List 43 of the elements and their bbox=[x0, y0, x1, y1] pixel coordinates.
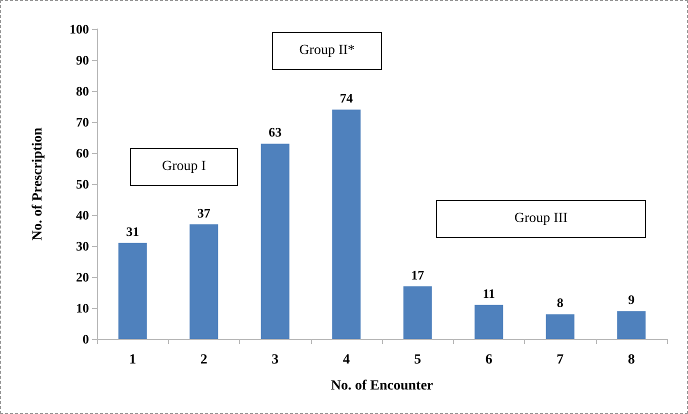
bar bbox=[546, 314, 574, 339]
x-tick-label: 7 bbox=[556, 352, 564, 368]
data-label: 37 bbox=[197, 205, 211, 220]
text-box: Group I bbox=[130, 148, 238, 186]
bar bbox=[403, 286, 432, 339]
annotation: Group I bbox=[162, 159, 206, 175]
y-tick-label: 90 bbox=[76, 52, 89, 68]
data-label: 31 bbox=[126, 224, 140, 239]
x-tick-label: 4 bbox=[342, 352, 350, 368]
bar bbox=[617, 311, 646, 339]
bar bbox=[474, 304, 504, 339]
data-label: 63 bbox=[268, 124, 282, 140]
x-tick-label: 6 bbox=[485, 352, 492, 368]
x-tick-label: 8 bbox=[628, 352, 635, 368]
y-tick-label: 20 bbox=[76, 270, 89, 284]
x-tick-label: 1 bbox=[129, 352, 136, 368]
x-tick-label: 3 bbox=[272, 352, 279, 368]
y-tick-label: 80 bbox=[76, 84, 89, 98]
y-axis-title: No. of Prescription bbox=[30, 127, 46, 240]
x-axis-title: No. of Encounter bbox=[330, 378, 434, 394]
bar bbox=[190, 224, 218, 339]
bar bbox=[118, 242, 147, 339]
y-tick-label: 30 bbox=[76, 238, 89, 254]
annotation: Group III bbox=[514, 211, 568, 227]
y-tick-label: 10 bbox=[76, 300, 89, 316]
data-label: 17 bbox=[411, 267, 425, 282]
text-box: Group II* bbox=[272, 32, 382, 70]
data-label: 74 bbox=[340, 90, 354, 106]
bar bbox=[260, 144, 290, 339]
data-label: 9 bbox=[628, 292, 636, 308]
x-tick-label: 5 bbox=[414, 352, 422, 368]
bar bbox=[332, 110, 361, 339]
y-tick-label: 100 bbox=[70, 22, 89, 36]
annotation: Group II* bbox=[299, 43, 355, 59]
y-tick-label: 60 bbox=[76, 146, 89, 160]
x-tick-label: 2 bbox=[200, 352, 208, 368]
text-box: Group III bbox=[436, 200, 646, 238]
y-tick-label: 0 bbox=[82, 332, 89, 346]
data-label: 8 bbox=[556, 295, 564, 310]
data-label: 11 bbox=[482, 286, 496, 301]
y-tick-label: 50 bbox=[76, 176, 89, 192]
y-tick-label: 70 bbox=[76, 114, 89, 130]
y-tick-label: 40 bbox=[76, 208, 89, 222]
